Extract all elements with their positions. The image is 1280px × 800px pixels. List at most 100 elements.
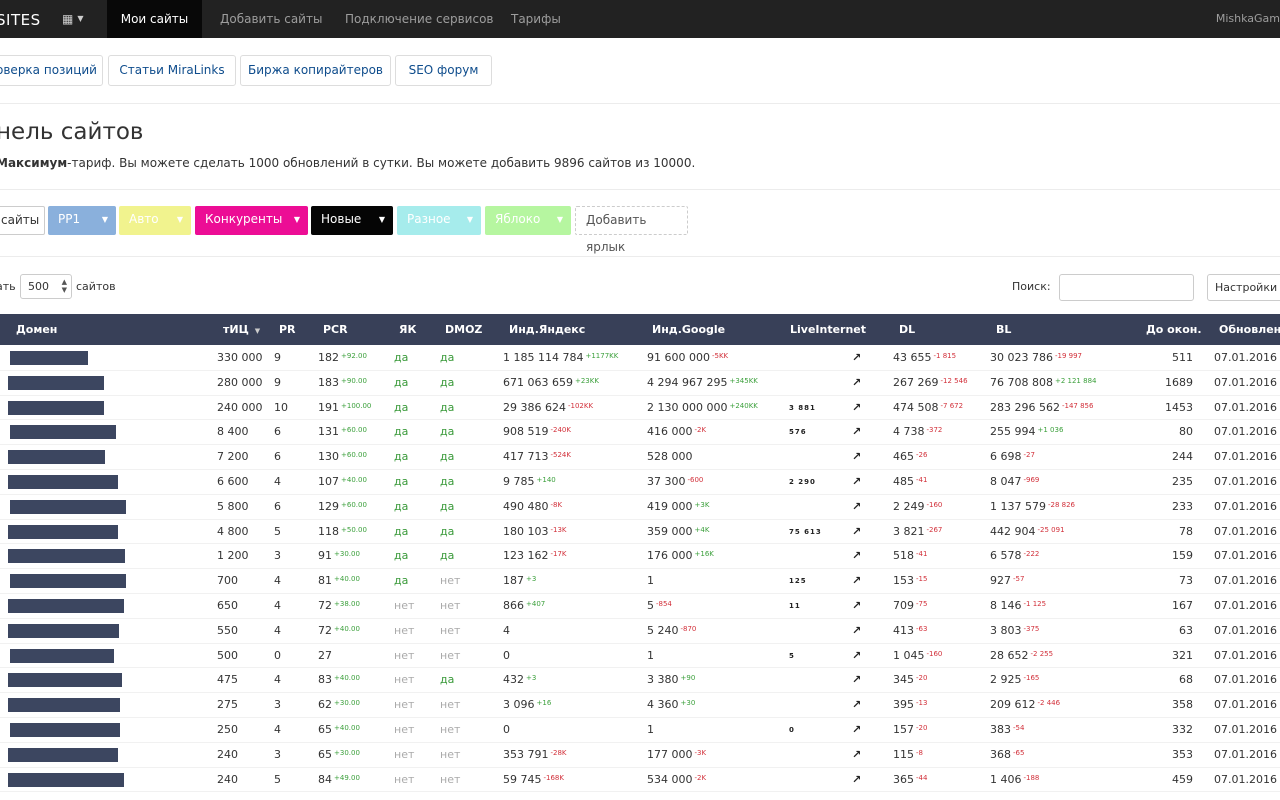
- external-link-icon[interactable]: ↗: [852, 574, 862, 588]
- table-row[interactable]: 650 4 72 +38.00 нет нет 866 +407 5 -854 11 ↗ 709 -75 8…: [0, 594, 1280, 619]
- table-settings-button[interactable]: Настройки к: [1207, 274, 1280, 301]
- subtab-miralinks[interactable]: Статьи MiraLinks: [108, 55, 236, 86]
- external-link-icon[interactable]: ↗: [852, 698, 862, 712]
- external-link-icon[interactable]: ↗: [852, 598, 862, 612]
- col-days-left[interactable]: До окон.: [1146, 323, 1202, 336]
- domain-redacted[interactable]: [10, 722, 120, 737]
- cell-google-index-value: 91 600 000: [647, 351, 710, 364]
- domain-redacted[interactable]: [8, 400, 104, 415]
- domain-redacted[interactable]: [8, 772, 124, 787]
- external-link-icon[interactable]: ↗: [852, 648, 862, 662]
- caret-down-icon[interactable]: ▼: [378, 215, 385, 224]
- nav-services[interactable]: Подключение сервисов: [345, 12, 494, 26]
- caret-down-icon[interactable]: ▼: [293, 215, 300, 224]
- col-updated[interactable]: Обновлен: [1219, 323, 1280, 336]
- caret-down-icon[interactable]: ▼: [176, 215, 183, 224]
- caret-down-icon[interactable]: ▼: [101, 215, 108, 224]
- table-row[interactable]: 280 000 9 183 +90.00 да да 671 063 659 +23KK 4 2…: [0, 371, 1280, 396]
- external-link-icon[interactable]: ↗: [852, 351, 862, 364]
- external-link-icon[interactable]: ↗: [852, 623, 862, 637]
- table-row[interactable]: 550 4 72 +40.00 нет нет 4 5 240 -870 ↗ 413 -63 3 803…: [0, 619, 1280, 644]
- subtab-seo-forum[interactable]: SEO форум: [395, 55, 492, 86]
- col-dmoz[interactable]: DMOZ: [445, 323, 483, 336]
- external-link-icon[interactable]: ↗: [852, 474, 862, 488]
- col-pcr[interactable]: PCR: [323, 323, 348, 336]
- col-google-index[interactable]: Инд.Google: [652, 323, 726, 336]
- label-all-sites[interactable]: сайты: [0, 206, 45, 235]
- external-link-icon[interactable]: ↗: [852, 400, 862, 414]
- subtab-positions[interactable]: оверка позиций: [0, 55, 103, 86]
- col-dl[interactable]: DL: [899, 323, 916, 336]
- cell-dl-value: 1 045: [893, 648, 925, 662]
- domain-redacted[interactable]: [8, 450, 105, 465]
- table-row[interactable]: 240 5 84 +49.00 нет нет 59 745 -168K 534 000 -2K ↗…: [0, 768, 1280, 793]
- table-row[interactable]: 250 4 65 +40.00 нет нет 0 1 0 ↗ 157 -20 383 -54 332 07.…: [0, 718, 1280, 743]
- col-domain[interactable]: Домен: [16, 323, 58, 336]
- external-link-icon[interactable]: ↗: [852, 425, 862, 439]
- col-yandex-index[interactable]: Инд.Яндекс: [509, 323, 586, 336]
- cell-tic: 700: [217, 569, 238, 593]
- external-link-icon[interactable]: ↗: [852, 772, 862, 786]
- domain-redacted[interactable]: [8, 549, 125, 564]
- table-row[interactable]: 1 200 3 91 +30.00 да да 123 162 -17K 176 000 +16K…: [0, 544, 1280, 570]
- brand-logo[interactable]: SITES: [0, 11, 41, 29]
- page-size-select[interactable]: 500 ▲ ▼: [20, 274, 72, 299]
- col-tic[interactable]: тИЦ ▼: [223, 314, 260, 347]
- user-menu[interactable]: MishkaGam: [1215, 12, 1280, 25]
- table-row[interactable]: 6 600 4 107 +40.00 да да 9 785 +140 37 300 -600 2 …: [0, 470, 1280, 495]
- add-label-button[interactable]: Добавить ярлык: [575, 206, 688, 254]
- table-header: Домен тИЦ ▼ PR PCR ЯК DMOZ Инд.Яндекс Инд…: [0, 314, 1280, 345]
- external-link-icon[interactable]: ↗: [852, 499, 862, 513]
- domain-redacted[interactable]: [8, 623, 119, 638]
- external-link-icon[interactable]: ↗: [852, 549, 862, 563]
- table-row[interactable]: 4 800 5 118 +50.00 да да 180 103 -13K 359 000 +4K…: [0, 520, 1280, 545]
- domain-redacted[interactable]: [8, 673, 122, 688]
- domain-redacted[interactable]: [8, 474, 118, 489]
- external-link-icon[interactable]: ↗: [852, 450, 862, 464]
- external-link-icon[interactable]: ↗: [852, 722, 862, 736]
- table-row[interactable]: 700 4 81 +40.00 да нет 187 +3 1 125 ↗ 153 -15 927 -57 7…: [0, 569, 1280, 594]
- nav-add-sites[interactable]: Добавить сайты: [220, 12, 323, 26]
- nav-my-sites[interactable]: Мои сайты: [107, 0, 202, 38]
- col-pr[interactable]: PR: [279, 323, 296, 336]
- table-row[interactable]: 275 3 62 +30.00 нет нет 3 096 +16 4 360 +30 ↗ 395 -1…: [0, 693, 1280, 718]
- external-link-icon[interactable]: ↗: [852, 524, 862, 538]
- label-new[interactable]: Новые ▼: [311, 206, 393, 235]
- subtab-copywriters[interactable]: Биржа копирайтеров: [240, 55, 391, 86]
- table-row[interactable]: 7 200 6 130 +60.00 да да 417 713 -524K 528 000 ↗ 4…: [0, 445, 1280, 470]
- label-text: Новые: [321, 212, 362, 226]
- external-link-icon[interactable]: ↗: [852, 747, 862, 761]
- external-link-icon[interactable]: ↗: [852, 375, 862, 389]
- table-row[interactable]: 330 000 9 182 +92.00 да да 1 185 114 784 +1177K…: [0, 346, 1280, 371]
- domain-redacted[interactable]: [8, 375, 104, 390]
- table-row[interactable]: 240 3 65 +30.00 нет нет 353 791 -28K 177 000 -3K ↗…: [0, 743, 1280, 768]
- nav-tariffs[interactable]: Тарифы: [511, 12, 561, 26]
- table-row[interactable]: 5 800 6 129 +60.00 да да 490 480 -8K 419 000 +3K ↗…: [0, 495, 1280, 520]
- domain-redacted[interactable]: [10, 499, 126, 514]
- domain-redacted[interactable]: [10, 648, 114, 663]
- table-row[interactable]: 8 400 6 131 +60.00 да да 908 519 -240K 416 000 -2…: [0, 420, 1280, 446]
- caret-down-icon[interactable]: ▼: [556, 215, 563, 224]
- col-yak[interactable]: ЯК: [399, 323, 417, 336]
- domain-redacted[interactable]: [8, 598, 124, 613]
- table-row[interactable]: 240 000 10 191 +100.00 да да 29 386 624 -102KK 2…: [0, 396, 1280, 421]
- col-bl[interactable]: BL: [996, 323, 1012, 336]
- domain-redacted[interactable]: [10, 425, 116, 440]
- domain-redacted[interactable]: [10, 351, 88, 365]
- label-competitors[interactable]: Конкуренты ▼: [195, 206, 308, 235]
- search-input[interactable]: [1059, 274, 1194, 301]
- label-misc[interactable]: Разное ▼: [397, 206, 481, 235]
- apps-grid-button[interactable]: ▦ ▼: [62, 12, 84, 26]
- external-link-icon[interactable]: ↗: [852, 673, 862, 687]
- domain-redacted[interactable]: [8, 747, 118, 762]
- label-auto[interactable]: Авто ▼: [119, 206, 191, 235]
- domain-redacted[interactable]: [10, 574, 126, 589]
- label-apple[interactable]: Яблоко ▼: [485, 206, 571, 235]
- domain-redacted[interactable]: [8, 698, 120, 713]
- label-pp1[interactable]: PP1 ▼: [48, 206, 116, 235]
- table-row[interactable]: 500 0 27 нет нет 0 1 5 ↗ 1 045 -160 28 652 -2 255 321…: [0, 644, 1280, 669]
- table-row[interactable]: 475 4 83 +40.00 нет да 432 +3 3 380 +90 ↗ 345 -20 2 9…: [0, 668, 1280, 694]
- domain-redacted[interactable]: [8, 524, 118, 539]
- caret-down-icon[interactable]: ▼: [466, 215, 473, 224]
- col-liveinternet[interactable]: LiveInternet: [790, 323, 867, 336]
